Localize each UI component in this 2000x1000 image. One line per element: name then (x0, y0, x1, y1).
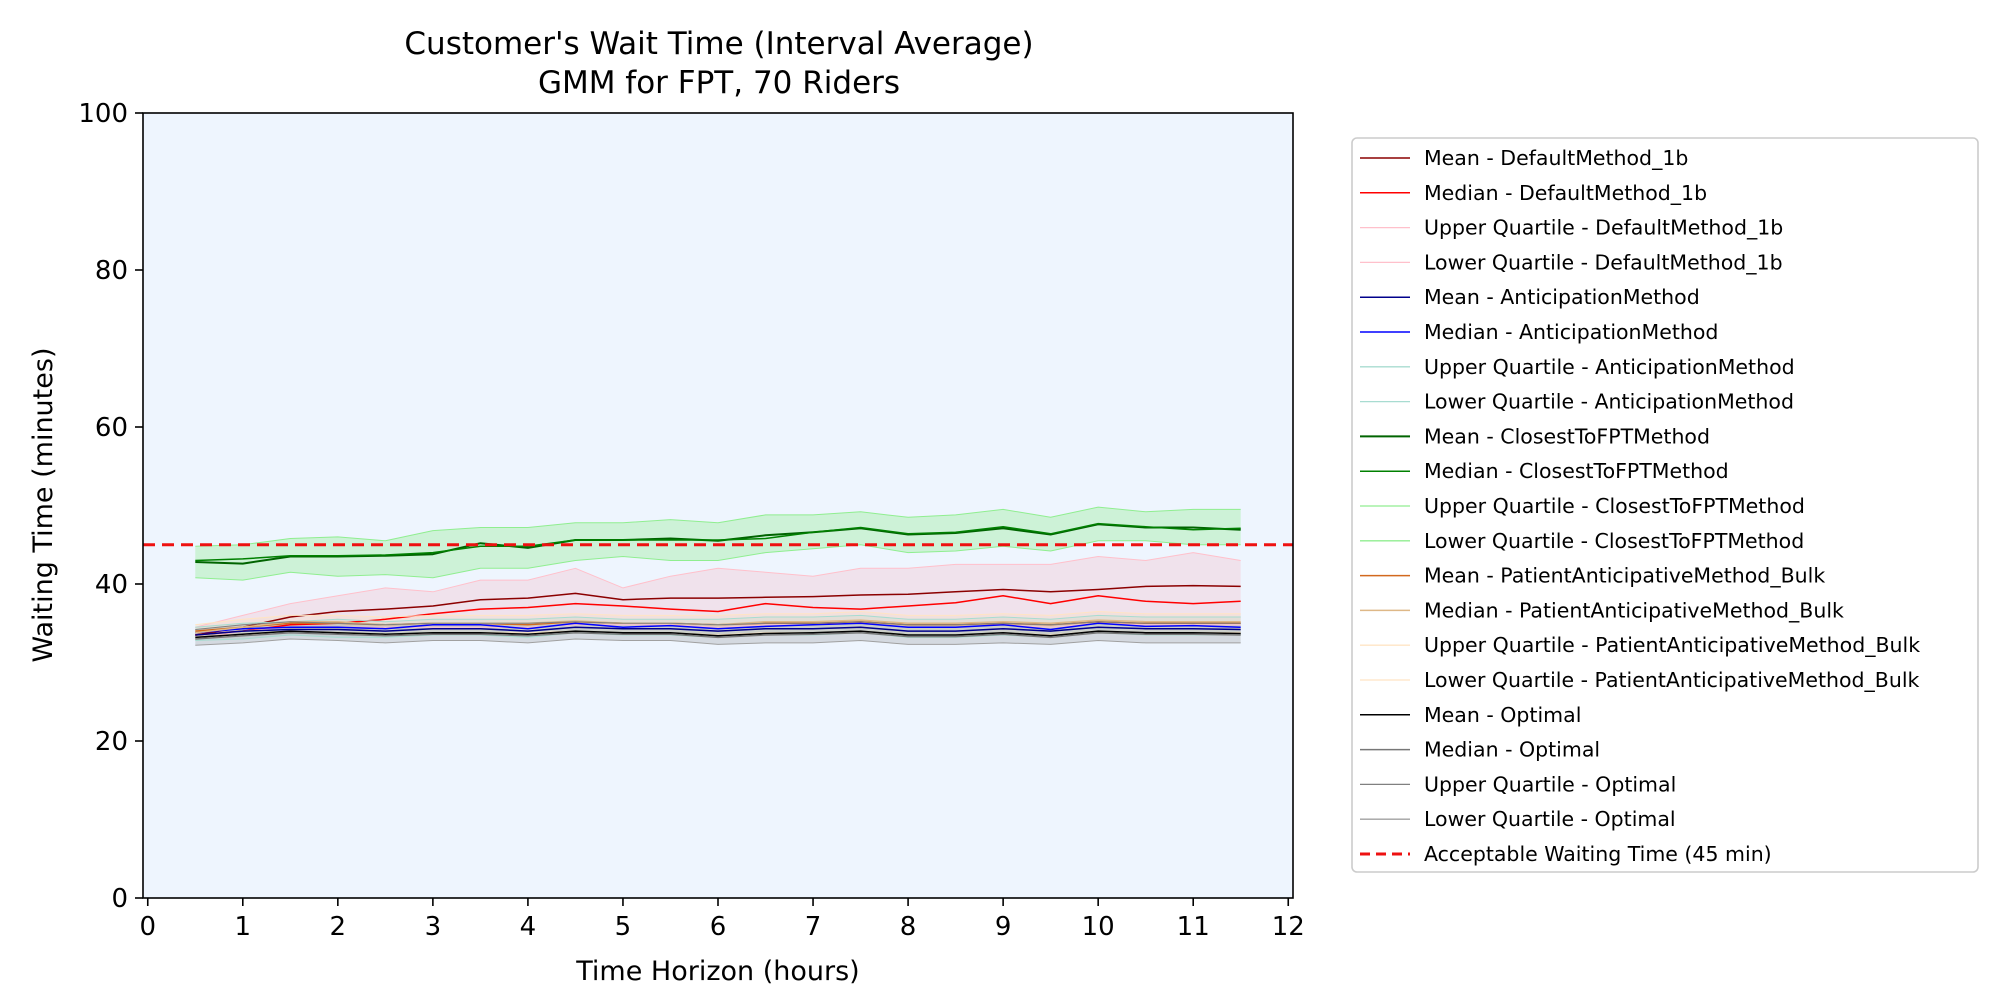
legend-item-upper-quartile-defaultmethod-1b: Upper Quartile - DefaultMethod_1b (1360, 216, 1783, 241)
legend-item-lower-quartile-patientanticipativemethod-bulk: Lower Quartile - PatientAnticipativeMeth… (1360, 668, 1920, 693)
legend-label: Median - AnticipationMethod (1424, 320, 1718, 344)
x-tick-label: 8 (900, 912, 917, 942)
series-line-upper-quartile-defaultmethod-1b (195, 552, 1241, 628)
legend-item-upper-quartile-patientanticipativemethod-bulk: Upper Quartile - PatientAnticipativeMeth… (1360, 633, 1920, 658)
y-tick-label: 20 (95, 727, 128, 757)
chart-title: Customer's Wait Time (Interval Average) (404, 26, 1033, 62)
legend-label: Median - DefaultMethod_1b (1424, 181, 1707, 206)
legend-label: Lower Quartile - Optimal (1424, 807, 1676, 831)
legend-item-upper-quartile-closesttofptmethod: Upper Quartile - ClosestToFPTMethod (1360, 494, 1805, 518)
series-line-mean-anticipationmethod (195, 626, 1241, 636)
legend-label: Mean - ClosestToFPTMethod (1424, 424, 1710, 448)
legend-label: Acceptable Waiting Time (45 min) (1424, 842, 1772, 866)
y-axis-label: Waiting Time (minutes) (28, 348, 59, 663)
y-tick-label: 100 (78, 99, 128, 129)
legend-item-lower-quartile-closesttofptmethod: Lower Quartile - ClosestToFPTMethod (1360, 529, 1804, 553)
y-tick-label: 80 (95, 256, 128, 286)
x-axis-ticks: 0 1 2 3 4 5 6 7 8 9 10 11 12 (139, 898, 1305, 942)
legend-label: Median - Optimal (1424, 738, 1600, 762)
x-tick-label: 4 (520, 912, 537, 942)
series-line-median-anticipationmethod (195, 622, 1241, 634)
legend-label: Median - PatientAnticipativeMethod_Bulk (1424, 598, 1844, 623)
legend-item-mean-defaultmethod-1b: Mean - DefaultMethod_1b (1360, 146, 1688, 171)
legend-label: Upper Quartile - DefaultMethod_1b (1424, 216, 1783, 241)
legend-label: Lower Quartile - PatientAnticipativeMeth… (1424, 668, 1920, 693)
x-tick-label: 11 (1177, 912, 1210, 942)
legend-label: Lower Quartile - DefaultMethod_1b (1424, 250, 1783, 275)
legend-item-lower-quartile-defaultmethod-1b: Lower Quartile - DefaultMethod_1b (1360, 250, 1783, 275)
x-tick-label: 10 (1082, 912, 1115, 942)
series-lines (195, 506, 1241, 646)
legend-item-median-optimal: Median - Optimal (1360, 738, 1600, 762)
legend-label: Mean - Optimal (1424, 703, 1581, 727)
y-axis-ticks: 0 20 40 60 80 100 (78, 99, 143, 914)
legend-item-median-defaultmethod-1b: Median - DefaultMethod_1b (1360, 181, 1707, 206)
legend-item-mean-closesttofptmethod: Mean - ClosestToFPTMethod (1360, 424, 1710, 448)
legend-label: Median - ClosestToFPTMethod (1424, 459, 1729, 483)
series-line-upper-quartile-closesttofptmethod (195, 506, 1241, 547)
legend: Mean - DefaultMethod_1b Median - DefaultM… (1360, 146, 1920, 866)
legend-item-mean-optimal: Mean - Optimal (1360, 703, 1581, 727)
series-line-mean-optimal (195, 630, 1241, 639)
legend-item-lower-quartile-optimal: Lower Quartile - Optimal (1360, 807, 1676, 831)
series-line-lower-quartile-defaultmethod-1b (195, 622, 1241, 640)
x-axis-label: Time Horizon (hours) (575, 956, 859, 987)
legend-label: Upper Quartile - PatientAnticipativeMeth… (1424, 633, 1920, 658)
y-tick-label: 60 (95, 413, 128, 443)
legend-label: Upper Quartile - AnticipationMethod (1424, 355, 1795, 379)
band-defaultmethod-1b (195, 552, 1241, 639)
legend-item-upper-quartile-anticipationmethod: Upper Quartile - AnticipationMethod (1360, 355, 1795, 379)
x-tick-label: 1 (235, 912, 252, 942)
x-tick-label: 0 (139, 912, 156, 942)
x-tick-label: 12 (1272, 912, 1305, 942)
legend-item-mean-anticipationmethod: Mean - AnticipationMethod (1360, 285, 1700, 309)
x-tick-label: 2 (330, 912, 347, 942)
x-tick-label: 7 (805, 912, 822, 942)
x-tick-label: 3 (425, 912, 442, 942)
legend-box (1351, 137, 1979, 873)
legend-label: Upper Quartile - Optimal (1424, 772, 1676, 796)
legend-label: Mean - PatientAnticipativeMethod_Bulk (1424, 564, 1825, 589)
chart-subtitle: GMM for FPT, 70 Riders (538, 65, 900, 101)
series-line-upper-quartile-patientanticipativemethod-bulk (195, 611, 1241, 626)
plot-area (143, 113, 1293, 898)
legend-label: Mean - DefaultMethod_1b (1424, 146, 1688, 171)
legend-item-median-anticipationmethod: Median - AnticipationMethod (1360, 320, 1718, 344)
legend-item-mean-patientanticipativemethod-bulk: Mean - PatientAnticipativeMethod_Bulk (1360, 564, 1825, 589)
x-tick-label: 5 (615, 912, 632, 942)
legend-item-median-closesttofptmethod: Median - ClosestToFPTMethod (1360, 459, 1729, 483)
legend-item-median-patientanticipativemethod-bulk: Median - PatientAnticipativeMethod_Bulk (1360, 598, 1844, 623)
series-line-median-closesttofptmethod (195, 522, 1241, 562)
x-tick-label: 6 (710, 912, 727, 942)
legend-label: Mean - AnticipationMethod (1424, 285, 1700, 309)
legend-item-lower-quartile-anticipationmethod: Lower Quartile - AnticipationMethod (1360, 390, 1794, 414)
series-line-mean-defaultmethod-1b (195, 584, 1241, 636)
y-tick-label: 0 (111, 884, 128, 914)
y-tick-label: 40 (95, 570, 128, 600)
series-line-lower-quartile-optimal (195, 638, 1241, 646)
legend-label: Lower Quartile - AnticipationMethod (1424, 390, 1794, 414)
legend-item-acceptable-waiting-time-45-min: Acceptable Waiting Time (45 min) (1360, 842, 1772, 866)
series-line-median-optimal (195, 631, 1241, 640)
series-line-lower-quartile-closesttofptmethod (195, 540, 1241, 581)
x-tick-label: 9 (995, 912, 1012, 942)
series-line-upper-quartile-anticipationmethod (195, 614, 1241, 628)
legend-label: Lower Quartile - ClosestToFPTMethod (1424, 529, 1804, 553)
series-line-upper-quartile-optimal (195, 621, 1241, 630)
legend-label: Upper Quartile - ClosestToFPTMethod (1424, 494, 1805, 518)
legend-item-upper-quartile-optimal: Upper Quartile - Optimal (1360, 772, 1676, 796)
